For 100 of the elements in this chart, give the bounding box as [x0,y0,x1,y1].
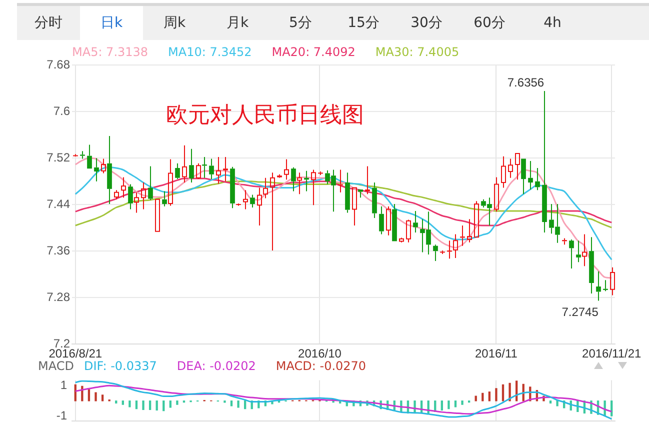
candlestick [352,187,357,226]
candlestick [358,190,363,198]
bar [135,400,138,410]
text: MA10: 7.3452 [168,45,252,59]
bar [128,400,131,408]
candlestick [610,266,615,296]
candlestick [87,144,92,169]
text: MA20: 7.4092 [272,45,356,59]
text: 分时 [34,14,64,33]
bar [122,400,124,405]
y-tick-label: 7.6 [53,104,70,118]
candlestick [257,187,262,226]
candlestick [134,192,139,214]
bar [169,400,172,408]
series-label: DIF: -0.0337 [84,359,157,373]
candlestick [515,152,520,180]
bar [156,400,158,411]
candlestick [189,148,194,184]
candlestick [433,244,438,262]
candlestick [596,270,601,302]
text: 15分 [346,14,380,33]
candlestick [508,158,513,178]
series-label: DEA: -0.0202 [176,359,256,373]
candlestick [121,176,126,198]
bar [142,400,144,410]
candlestick [175,162,180,180]
candlestick [392,204,397,242]
y-tick-label: 7.52 [46,150,70,164]
bar [549,400,552,404]
y-tick-label: -1 [56,408,68,423]
y-tick-label: 7.68 [46,58,70,72]
y-tick-label: 7.28 [46,290,70,304]
candlestick [284,158,289,180]
text: 月k [225,14,250,33]
bar [176,400,178,405]
candlestick [80,150,85,160]
candlestick [148,166,153,200]
candlestick [338,169,343,193]
bar [230,400,233,406]
bar [495,388,498,402]
candlestick [521,158,526,195]
text: 5分 [288,14,313,33]
text: 30分 [410,14,444,33]
candlestick [535,168,540,191]
y-tick-label: 7.44 [46,196,70,211]
bar [502,384,504,402]
candlestick [209,158,214,180]
candlestick [589,236,594,294]
text: MA30: 7.4005 [375,45,460,59]
text: 周k [162,14,187,33]
bar [162,400,165,412]
text: 欧元对人民币日线图 [166,103,364,128]
x-tick-label: 2016/10 [298,346,342,361]
candlestick [230,166,235,209]
candlestick [297,172,302,195]
candlestick [379,206,384,235]
bar [148,400,152,410]
bar [454,400,457,408]
candlestick [576,240,581,263]
candlestick [501,156,506,188]
candlestick [216,156,221,184]
candlestick [250,194,255,208]
bar [101,394,104,402]
bar [115,400,118,404]
y-tick-label: 1 [60,378,68,392]
bar [461,400,464,405]
text: 日k [80,6,143,40]
annotation: 7.2745 [562,305,599,320]
candlestick [582,234,587,267]
text: MA5: 7.3138 [72,45,148,59]
candlestick [141,182,146,210]
candlestick [494,176,499,212]
candlestick [223,156,228,182]
candlestick [372,182,377,218]
text: MACD: -0.0270 [276,359,366,373]
candlestick [311,169,316,206]
bar [81,386,84,402]
annotation: 7.6356 [507,75,544,90]
candlestick [162,190,167,207]
bar [94,392,97,402]
chart-title: MACD [38,359,74,373]
text: 60分 [472,14,506,33]
candlestick [168,158,173,206]
candlestick [94,158,99,182]
candlestick [182,144,187,184]
candlestick [453,234,458,259]
candlestick [569,238,574,269]
x-tick-label: 2016/11 [474,346,518,361]
x-tick-label: 2016/11/21 [582,346,642,361]
candlestick [107,136,112,205]
bar [448,400,450,410]
candlestick [270,172,275,251]
candlestick [413,210,418,233]
candlestick [128,184,133,210]
bar [440,400,443,411]
bar [556,400,558,406]
text: 4h [542,14,562,33]
candlestick [243,190,248,210]
bar [237,400,240,408]
candlestick [528,160,533,190]
